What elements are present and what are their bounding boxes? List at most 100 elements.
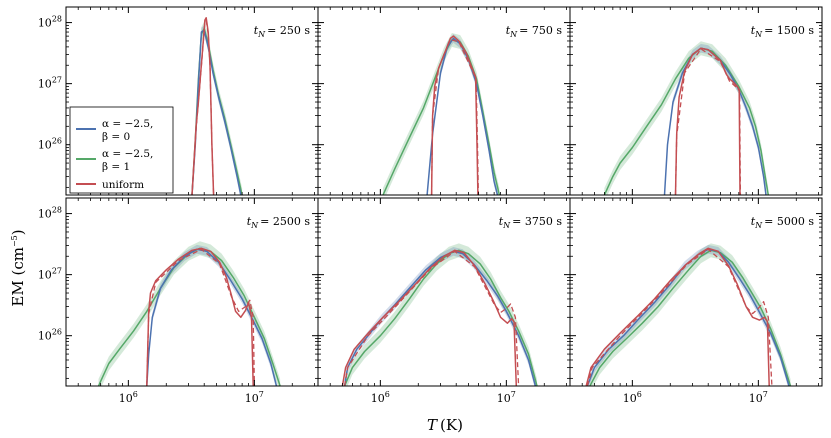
y-tick-base: 10 <box>38 208 52 221</box>
legend-label-line2: β = 0 <box>102 131 130 143</box>
panel-label-value: = 3750 s <box>512 215 562 228</box>
x-tick-base: 10 <box>623 392 637 405</box>
x-axis-title: T (K) <box>427 416 463 434</box>
plot-area-p250 <box>191 17 243 195</box>
panel-label-p250: tN = 250 s <box>254 24 311 39</box>
x-tick-exp: 6 <box>133 390 138 399</box>
band-alpha25_beta0-p3750 <box>344 247 536 386</box>
line-uniform-p1500 <box>674 47 741 195</box>
band-alpha25_beta1-p250 <box>192 21 243 195</box>
panel-label-sub: N <box>257 30 266 39</box>
plot-area-p2500 <box>97 241 281 386</box>
x-tick-label: 107 <box>749 390 768 405</box>
panel-label-p3750: tN = 3750 s <box>499 215 563 230</box>
line-alpha25_beta0-p2500 <box>146 248 278 386</box>
panel-label-var: t <box>247 215 252 228</box>
y-tick-base: 10 <box>38 17 52 30</box>
legend-label-line1: α = −2.5, <box>102 148 153 160</box>
plot-area-p750 <box>382 33 501 195</box>
x-tick-base: 10 <box>371 392 385 405</box>
y-tick-exp: 26 <box>52 137 62 146</box>
band-alpha25_beta1-p3750 <box>344 243 537 386</box>
y-tick-exp: 28 <box>52 206 62 215</box>
panel-label-p1500: tN = 1500 s <box>751 24 815 39</box>
x-tick-base: 10 <box>119 392 133 405</box>
plot-area-p5000 <box>585 243 792 386</box>
line-alpha25_beta0-p750 <box>426 37 499 195</box>
y-axis-title: EM (cm−5) <box>9 229 27 306</box>
y-tick-label: 1028 <box>38 15 62 30</box>
y-tick-label: 1026 <box>38 328 62 343</box>
line-uniform_dashed-p2500 <box>146 248 256 386</box>
x-tick-exp: 7 <box>511 390 516 399</box>
panel-label-sub: N <box>250 221 259 230</box>
x-axis-title-var: T <box>427 416 438 434</box>
y-tick-exp: 27 <box>52 76 62 85</box>
panel-label-value: = 2500 s <box>260 215 310 228</box>
x-tick-label: 106 <box>371 390 390 405</box>
y-axis-title-main: EM (cm <box>9 247 27 307</box>
x-tick-label: 107 <box>245 390 264 405</box>
panel-label-p5000: tN = 5000 s <box>751 215 815 230</box>
line-uniform-p250 <box>191 17 215 195</box>
frame-p5000 <box>569 197 823 387</box>
x-axis-title-unit: (K) <box>440 416 463 434</box>
plot-area-p1500 <box>603 41 770 195</box>
panel-label-sub: N <box>754 221 763 230</box>
x-tick-exp: 6 <box>385 390 390 399</box>
panel-p750: tN = 750 s <box>317 6 571 196</box>
line-alpha25_beta0-p3750 <box>343 250 537 386</box>
panel-label-value: = 5000 s <box>764 215 814 228</box>
band-alpha25_beta0-p750 <box>427 34 498 195</box>
x-tick-label: 107 <box>497 390 516 405</box>
panel-label-sub: N <box>754 30 763 39</box>
y-axis-title-close: ) <box>9 229 27 235</box>
y-tick-label: 1027 <box>38 76 62 91</box>
line-uniform-p5000 <box>585 247 770 386</box>
line-uniform-p3750 <box>341 249 518 386</box>
line-alpha25_beta0-p250 <box>191 29 242 195</box>
band-alpha25_beta1-p2500 <box>98 241 281 386</box>
panel-label-var: t <box>751 215 756 228</box>
x-tick-base: 10 <box>497 392 511 405</box>
x-tick-label: 106 <box>623 390 642 405</box>
x-tick-base: 10 <box>749 392 763 405</box>
panel-p1500: tN = 1500 s <box>569 6 823 196</box>
y-tick-base: 10 <box>38 78 52 91</box>
panel-label-var: t <box>254 24 259 37</box>
band-alpha25_beta1-p750 <box>383 33 500 195</box>
line-alpha25_beta1-p5000 <box>589 249 792 386</box>
x-tick-exp: 7 <box>763 390 768 399</box>
line-uniform-p750 <box>430 35 479 195</box>
y-tick-label: 1028 <box>38 206 62 221</box>
plot-area-p3750 <box>341 243 538 386</box>
legend-label-line1: α = −2.5, <box>102 118 153 130</box>
y-tick-base: 10 <box>38 330 52 343</box>
panel-label-value: = 250 s <box>267 24 310 37</box>
x-tick-label: 106 <box>119 390 138 405</box>
panel-label-p2500: tN = 2500 s <box>247 215 311 230</box>
band-alpha25_beta0-p250 <box>192 25 241 195</box>
panel-label-value: = 750 s <box>519 24 562 37</box>
y-tick-base: 10 <box>38 269 52 282</box>
frame-p1500 <box>569 6 823 196</box>
panel-label-var: t <box>506 24 511 37</box>
legend-box <box>69 106 174 194</box>
panel-label-sub: N <box>502 221 511 230</box>
x-tick-exp: 6 <box>637 390 642 399</box>
y-tick-base: 10 <box>38 139 52 152</box>
y-tick-label: 1027 <box>38 267 62 282</box>
y-tick-exp: 27 <box>52 267 62 276</box>
y-tick-exp: 26 <box>52 328 62 337</box>
panel-label-var: t <box>499 215 504 228</box>
panel-label-p750: tN = 750 s <box>506 24 563 39</box>
x-tick-base: 10 <box>245 392 259 405</box>
band-alpha25_beta0-p5000 <box>587 244 789 386</box>
panel-label-value: = 1500 s <box>764 24 814 37</box>
